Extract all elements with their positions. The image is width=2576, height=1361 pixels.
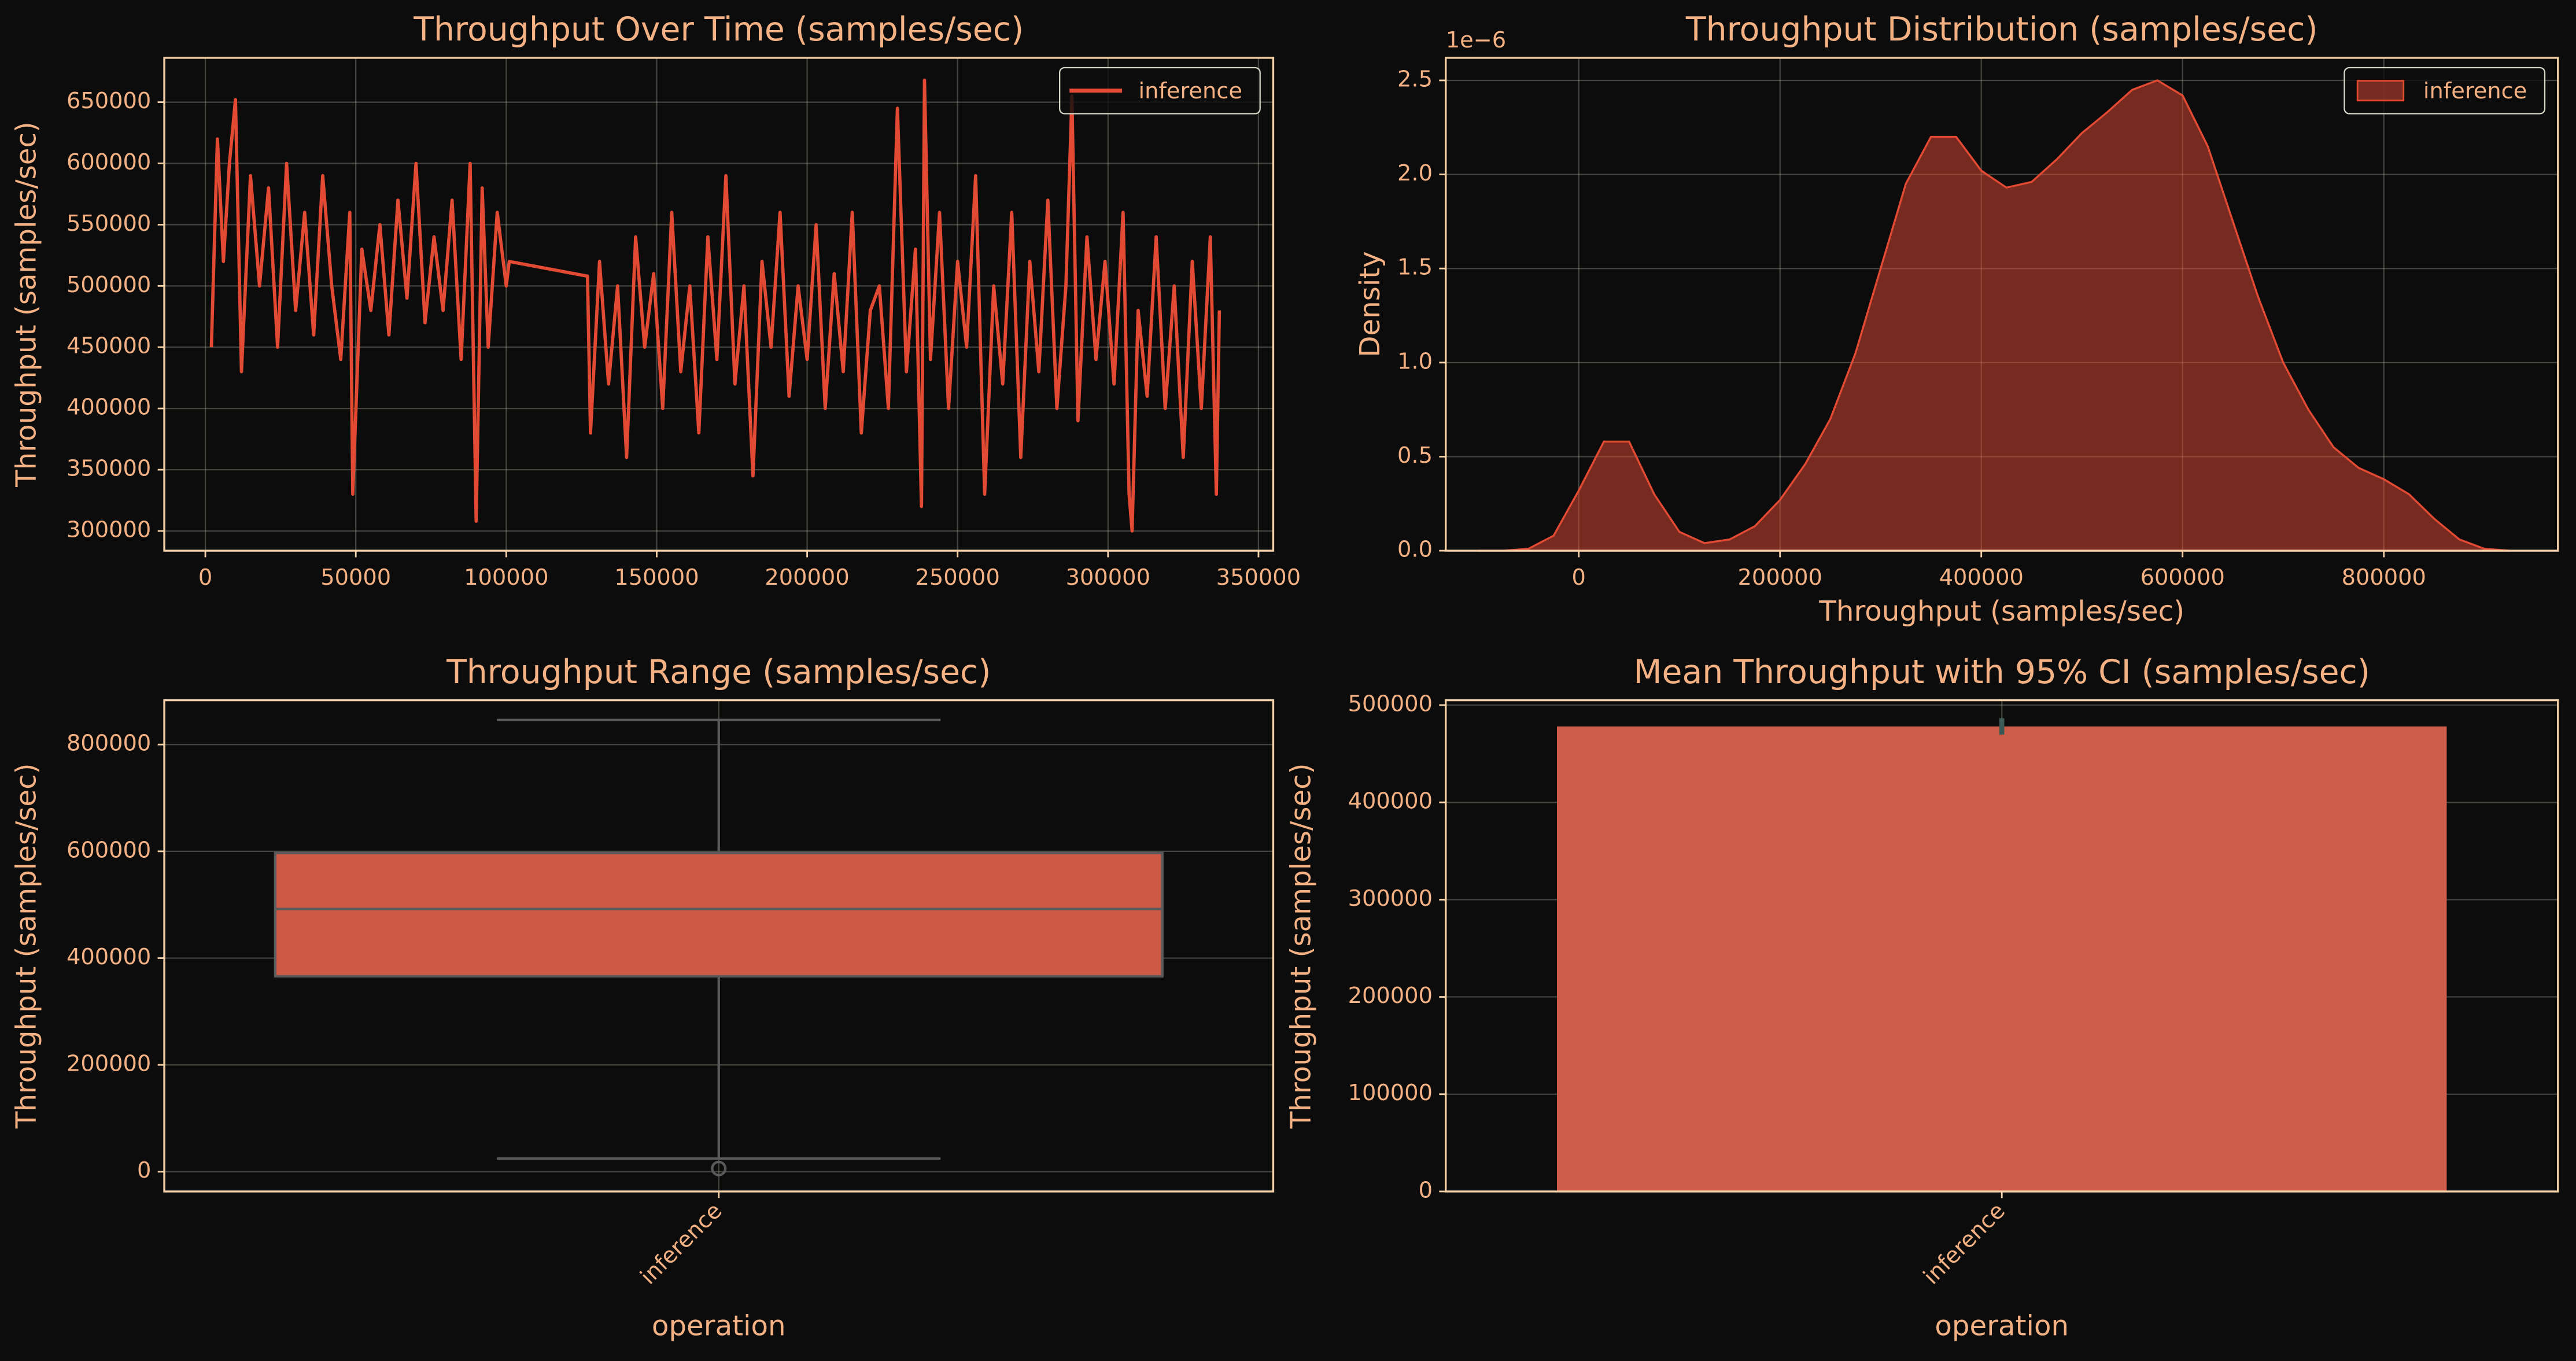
y-tick-label: 200000: [67, 1051, 151, 1077]
y-tick-label: 400000: [1348, 788, 1433, 814]
y-tick-label: 350000: [67, 456, 151, 482]
x-axis-label: operation: [652, 1310, 786, 1342]
axes-frame: [1444, 57, 2559, 552]
x-tick-label: 100000: [464, 565, 548, 591]
x-tick-label: 150000: [614, 565, 699, 591]
x-tick-label: 50000: [320, 565, 391, 591]
subplot-title: Mean Throughput with 95% CI (samples/sec…: [1634, 653, 2370, 691]
box: [274, 851, 1164, 978]
x-tick-label: 200000: [765, 565, 849, 591]
subplot-title: Throughput Range (samples/sec): [446, 653, 991, 691]
x-tick-label: 250000: [916, 565, 1000, 591]
y-tick-label: 200000: [1348, 983, 1433, 1009]
axes-frame: [1444, 699, 2559, 1193]
y-tick-label: 300000: [1348, 886, 1433, 912]
y-tick-label: 400000: [67, 394, 151, 421]
legend-box: [2344, 67, 2546, 115]
bar: [1557, 726, 2447, 1192]
y-tick-label: 500000: [1348, 691, 1433, 717]
y-tick-label: 300000: [67, 517, 151, 543]
x-tick-label: 350000: [1216, 565, 1301, 591]
subplot: Throughput Over Time (samples/sec) Throug…: [10, 10, 1301, 591]
offset-label: 1e−6: [1446, 27, 1506, 53]
x-tick-label: 800000: [2342, 565, 2426, 591]
y-tick-label: 500000: [67, 272, 151, 298]
y-tick-label: 600000: [67, 149, 151, 175]
y-tick-label: 1.5: [1397, 255, 1433, 281]
legend-label: inference: [1139, 78, 1242, 104]
y-tick-label: 550000: [67, 211, 151, 237]
density-area: [1478, 79, 2510, 552]
x-tick-label: 0: [1572, 565, 1586, 591]
y-axis-label: Throughput (samples/sec): [10, 763, 42, 1129]
y-axis-label: Density: [1354, 251, 1386, 357]
subplot: Mean Throughput with 95% CI (samples/sec…: [1285, 653, 2559, 1342]
x-tick-label: 600000: [2140, 565, 2225, 591]
y-axis-label: Throughput (samples/sec): [10, 121, 42, 488]
x-tick-label: 300000: [1066, 565, 1150, 591]
y-tick-label: 600000: [67, 837, 151, 863]
y-tick-label: 0: [137, 1157, 151, 1183]
subplot-title: Throughput Over Time (samples/sec): [413, 10, 1024, 49]
legend-box: [1059, 67, 1261, 115]
outlier: [711, 1160, 727, 1176]
y-tick-label: 0.0: [1397, 537, 1433, 563]
x-axis-label: Throughput (samples/sec): [1818, 595, 2184, 628]
y-axis-label: Throughput (samples/sec): [1285, 763, 1317, 1129]
series-line: [209, 78, 1221, 533]
y-tick-label: 2.5: [1397, 66, 1433, 92]
y-tick-label: 2.0: [1397, 160, 1433, 186]
legend-label: inference: [2423, 78, 2527, 104]
x-tick-label: 400000: [1939, 565, 2024, 591]
y-tick-label: 400000: [67, 944, 151, 970]
y-tick-label: 0: [1419, 1177, 1433, 1203]
y-tick-label: 1.0: [1397, 348, 1433, 374]
y-tick-label: 450000: [67, 333, 151, 359]
y-tick-label: 0.5: [1397, 442, 1433, 469]
x-axis-label: operation: [1935, 1310, 2069, 1342]
y-tick-label: 650000: [67, 88, 151, 114]
axes-frame: [163, 699, 1275, 1193]
y-tick-label: 800000: [67, 731, 151, 757]
x-tick-label: 200000: [1738, 565, 1822, 591]
y-tick-label: 100000: [1348, 1080, 1433, 1106]
legend-swatch: [2356, 80, 2405, 102]
x-tick-label: 0: [198, 565, 212, 591]
axes-frame: [163, 57, 1275, 552]
subplot-title: Throughput Distribution (samples/sec): [1685, 10, 2318, 49]
subplot: Throughput Distribution (samples/sec) Den…: [1354, 10, 2559, 628]
